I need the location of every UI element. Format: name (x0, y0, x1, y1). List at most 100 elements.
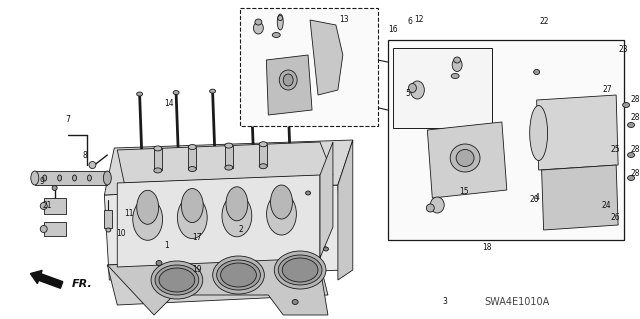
Text: 3: 3 (443, 298, 447, 307)
Ellipse shape (534, 70, 540, 75)
Ellipse shape (222, 195, 252, 237)
Ellipse shape (155, 265, 199, 295)
Ellipse shape (451, 73, 459, 78)
Ellipse shape (43, 175, 47, 181)
Ellipse shape (253, 22, 263, 34)
Ellipse shape (284, 74, 293, 86)
Ellipse shape (31, 171, 39, 185)
FancyArrow shape (31, 271, 63, 288)
Ellipse shape (259, 164, 268, 169)
Text: 13: 13 (339, 16, 349, 25)
Ellipse shape (628, 122, 634, 128)
Polygon shape (117, 175, 320, 267)
Ellipse shape (259, 142, 268, 147)
Ellipse shape (40, 226, 47, 233)
Ellipse shape (217, 260, 260, 290)
Ellipse shape (279, 70, 297, 90)
Ellipse shape (628, 175, 634, 181)
Bar (44, 222, 65, 236)
Text: 27: 27 (602, 85, 612, 94)
Ellipse shape (137, 190, 159, 224)
Ellipse shape (456, 150, 474, 167)
Ellipse shape (623, 102, 630, 108)
Text: 11: 11 (124, 210, 134, 219)
Ellipse shape (305, 191, 310, 195)
Text: 5: 5 (405, 88, 410, 98)
Polygon shape (310, 20, 343, 95)
Ellipse shape (136, 92, 143, 96)
Ellipse shape (154, 168, 162, 173)
Ellipse shape (267, 193, 296, 235)
Text: 6: 6 (407, 18, 412, 26)
Text: 28: 28 (630, 169, 640, 179)
Ellipse shape (275, 251, 326, 289)
Text: 21: 21 (43, 201, 52, 210)
Text: 28: 28 (630, 145, 640, 154)
Ellipse shape (292, 300, 298, 305)
Ellipse shape (426, 204, 435, 212)
Ellipse shape (52, 186, 57, 190)
Text: 19: 19 (192, 265, 202, 275)
Polygon shape (104, 185, 343, 280)
Ellipse shape (226, 187, 248, 221)
Ellipse shape (454, 57, 461, 63)
Ellipse shape (159, 268, 195, 292)
Bar (392, 48, 492, 128)
Ellipse shape (278, 255, 322, 285)
Ellipse shape (221, 263, 257, 287)
Text: 26: 26 (611, 212, 620, 221)
Ellipse shape (72, 175, 77, 181)
Ellipse shape (132, 198, 163, 240)
Text: 4: 4 (534, 194, 539, 203)
Text: 7: 7 (65, 115, 70, 124)
Text: SWA4E1010A: SWA4E1010A (484, 297, 549, 307)
Polygon shape (428, 122, 507, 198)
Text: 12: 12 (415, 16, 424, 25)
Ellipse shape (212, 256, 264, 294)
Ellipse shape (271, 185, 292, 219)
Polygon shape (541, 165, 618, 230)
Ellipse shape (89, 161, 96, 168)
Bar (388, 40, 624, 240)
Ellipse shape (188, 145, 196, 150)
Text: 1: 1 (164, 241, 170, 250)
Ellipse shape (408, 84, 417, 93)
Ellipse shape (103, 171, 111, 185)
Ellipse shape (225, 143, 233, 148)
Ellipse shape (282, 258, 318, 282)
Polygon shape (320, 142, 333, 258)
Text: 28: 28 (630, 95, 640, 105)
Ellipse shape (156, 261, 162, 265)
Ellipse shape (225, 165, 233, 170)
Ellipse shape (40, 203, 47, 210)
Text: 18: 18 (482, 242, 492, 251)
Text: 16: 16 (388, 26, 397, 34)
Text: 14: 14 (164, 99, 173, 108)
Ellipse shape (450, 144, 480, 172)
Ellipse shape (88, 175, 92, 181)
Ellipse shape (106, 228, 111, 232)
Bar (259, 144, 268, 166)
Polygon shape (266, 55, 312, 115)
Text: 8: 8 (82, 151, 87, 160)
Text: 24: 24 (602, 201, 611, 210)
Ellipse shape (430, 197, 444, 213)
Text: 9: 9 (39, 177, 44, 187)
Text: 25: 25 (611, 145, 620, 154)
Ellipse shape (173, 91, 179, 95)
Bar (225, 145, 233, 167)
Text: 17: 17 (192, 233, 202, 241)
Ellipse shape (277, 14, 284, 30)
Text: 2: 2 (238, 226, 243, 234)
Ellipse shape (530, 106, 548, 160)
Polygon shape (104, 140, 353, 195)
Text: 23: 23 (618, 44, 628, 54)
Ellipse shape (188, 167, 196, 172)
Ellipse shape (151, 261, 203, 299)
Text: 15: 15 (460, 188, 469, 197)
Bar (241, 8, 378, 126)
Ellipse shape (628, 152, 634, 158)
Text: 22: 22 (540, 18, 549, 26)
Ellipse shape (452, 58, 462, 71)
Polygon shape (108, 255, 328, 315)
